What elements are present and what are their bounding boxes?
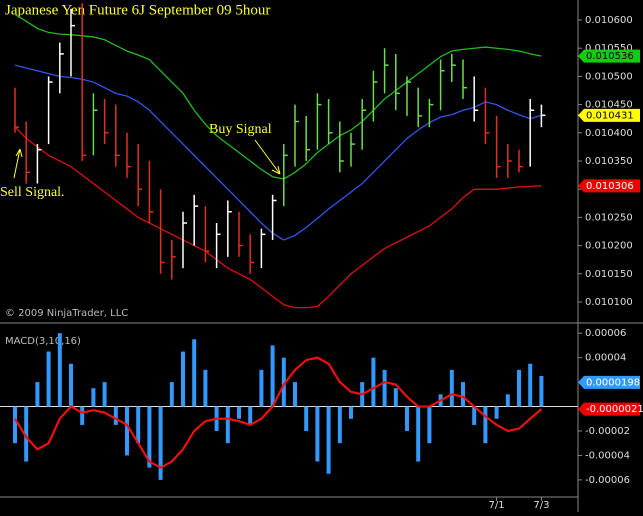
histogram-bar <box>237 406 241 419</box>
histogram-bar <box>539 375 544 407</box>
y-tick-label: 0.010600 <box>585 15 633 26</box>
value-marker <box>578 108 640 122</box>
annotation-arrow <box>254 139 281 175</box>
histogram-bar <box>449 369 454 407</box>
histogram-bar <box>281 357 286 407</box>
histogram-bar <box>528 363 533 407</box>
histogram-bar <box>35 382 40 407</box>
macd-line <box>14 356 543 469</box>
histogram-bar <box>248 406 253 425</box>
histogram-bar <box>505 394 510 407</box>
copyright: © 2009 NinjaTrader, LLC <box>5 308 128 319</box>
histogram-bar <box>315 406 320 462</box>
value-marker <box>578 49 640 63</box>
value-marker-label: 0.0000198 <box>586 377 640 388</box>
y-tick-label: 0.010200 <box>585 241 633 252</box>
panel-title: MACD(3,10,16) <box>5 336 81 347</box>
histogram-bar <box>147 406 152 468</box>
y-tick-label: 0.010500 <box>585 71 633 82</box>
band-line <box>14 64 542 241</box>
histogram-bar <box>517 369 521 407</box>
histogram-bar <box>349 406 353 419</box>
y-tick-label: -0.00004 <box>585 450 630 461</box>
histogram-bar <box>169 382 174 407</box>
y-tick-label: -0.00002 <box>585 426 630 437</box>
y-tick-label: 0.010450 <box>585 100 633 111</box>
annotation: Sell Signal. <box>0 185 65 200</box>
histogram-bar <box>293 382 297 407</box>
histogram-bar <box>472 406 477 425</box>
histogram-bar <box>24 406 29 462</box>
band-line <box>14 126 542 309</box>
value-marker-label: 0.010431 <box>586 110 634 121</box>
histogram-bar <box>405 406 409 431</box>
histogram-bar <box>270 345 275 407</box>
histogram-bar <box>225 406 230 444</box>
y-tick-label: 0.010100 <box>585 297 633 308</box>
histogram-bar <box>393 388 398 407</box>
annotation-arrow <box>13 148 23 179</box>
value-marker-label: -0.0000021 <box>586 404 643 415</box>
y-tick-label: 0.00006 <box>585 328 626 339</box>
histogram-bar <box>304 406 309 431</box>
value-marker-label: 0.010306 <box>586 181 634 192</box>
histogram-bar <box>13 406 17 444</box>
value-marker-label: 0.010536 <box>586 51 634 62</box>
histogram-bar <box>102 382 107 407</box>
histogram-bar <box>136 406 141 444</box>
histogram-bar <box>382 369 387 407</box>
y-tick-label: -0.00006 <box>585 475 630 486</box>
band-line <box>14 13 542 180</box>
chart-title: Japanese Yen Future 6J September 09 5hou… <box>5 2 270 18</box>
histogram-bar <box>192 339 197 407</box>
histogram-bar <box>113 406 118 425</box>
value-marker <box>578 402 640 416</box>
histogram-bar <box>461 382 465 407</box>
histogram-bar <box>259 369 264 407</box>
histogram-bar <box>158 406 163 480</box>
histogram-bar <box>326 406 331 474</box>
histogram-bar <box>371 357 376 407</box>
y-tick-label: 0.010150 <box>585 269 633 280</box>
x-tick-label: 7/1 <box>489 500 505 511</box>
histogram-bar <box>69 363 73 407</box>
x-tick-label: 7/3 <box>533 500 549 511</box>
histogram-bar <box>125 406 129 456</box>
histogram-bar <box>494 406 499 419</box>
annotation: Buy Signal <box>209 122 272 137</box>
histogram-bar <box>203 369 208 407</box>
y-tick-label: 0.010400 <box>585 128 633 139</box>
histogram-bar <box>427 406 432 444</box>
histogram-bar <box>46 351 51 407</box>
y-tick-label: 0.010550 <box>585 43 633 54</box>
value-marker <box>578 179 640 193</box>
value-marker <box>578 375 640 389</box>
histogram-bar <box>91 388 96 407</box>
histogram-bar <box>337 406 342 444</box>
histogram-bar <box>416 406 421 462</box>
histogram-bar <box>80 406 85 425</box>
y-tick-label: 0.010350 <box>585 156 633 167</box>
histogram-bar <box>57 333 62 407</box>
histogram-bar <box>181 351 185 407</box>
y-tick-label: 0.010250 <box>585 212 633 223</box>
y-tick-label: 0.00004 <box>585 353 626 364</box>
histogram-bar <box>483 406 488 444</box>
